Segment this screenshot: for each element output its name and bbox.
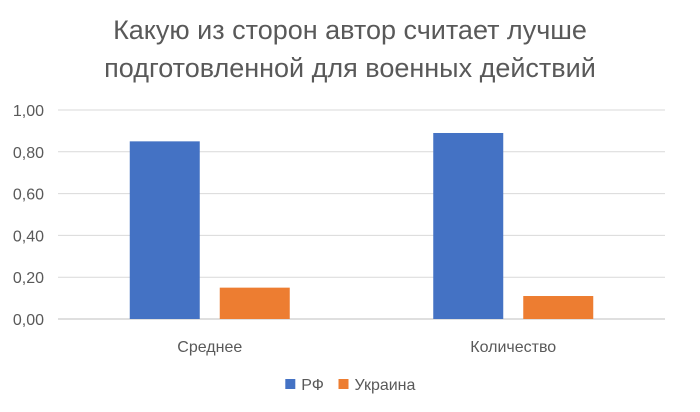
- y-tick-label: 0,40: [13, 228, 44, 245]
- y-tick-label: 0,20: [13, 270, 44, 287]
- y-tick-label: 0,80: [13, 145, 44, 162]
- bar-ukraine-1: [523, 296, 594, 319]
- legend-swatch-ukraine: [338, 379, 349, 389]
- bar-ukraine-0: [219, 287, 290, 319]
- y-tick-label: 0,00: [13, 312, 44, 329]
- y-tick-label: 1,00: [13, 103, 44, 120]
- y-tick-label: 0,60: [13, 187, 44, 204]
- bar-rf-1: [433, 132, 504, 319]
- legend-label-rf: РФ: [301, 377, 324, 394]
- bar-rf-0: [129, 141, 200, 319]
- chart-title-line-1: Какую из сторон автор считает лучше: [113, 15, 587, 45]
- category-label: Среднее: [177, 339, 242, 356]
- category-label: Количество: [470, 339, 556, 356]
- legend-swatch-rf: [285, 379, 296, 389]
- legend-label-ukraine: Украина: [355, 377, 416, 394]
- chart-title-line-2: подготовленной для военных действий: [104, 53, 596, 83]
